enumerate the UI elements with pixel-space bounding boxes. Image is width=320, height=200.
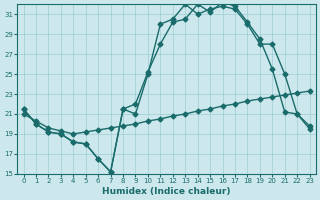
X-axis label: Humidex (Indice chaleur): Humidex (Indice chaleur) xyxy=(102,187,231,196)
